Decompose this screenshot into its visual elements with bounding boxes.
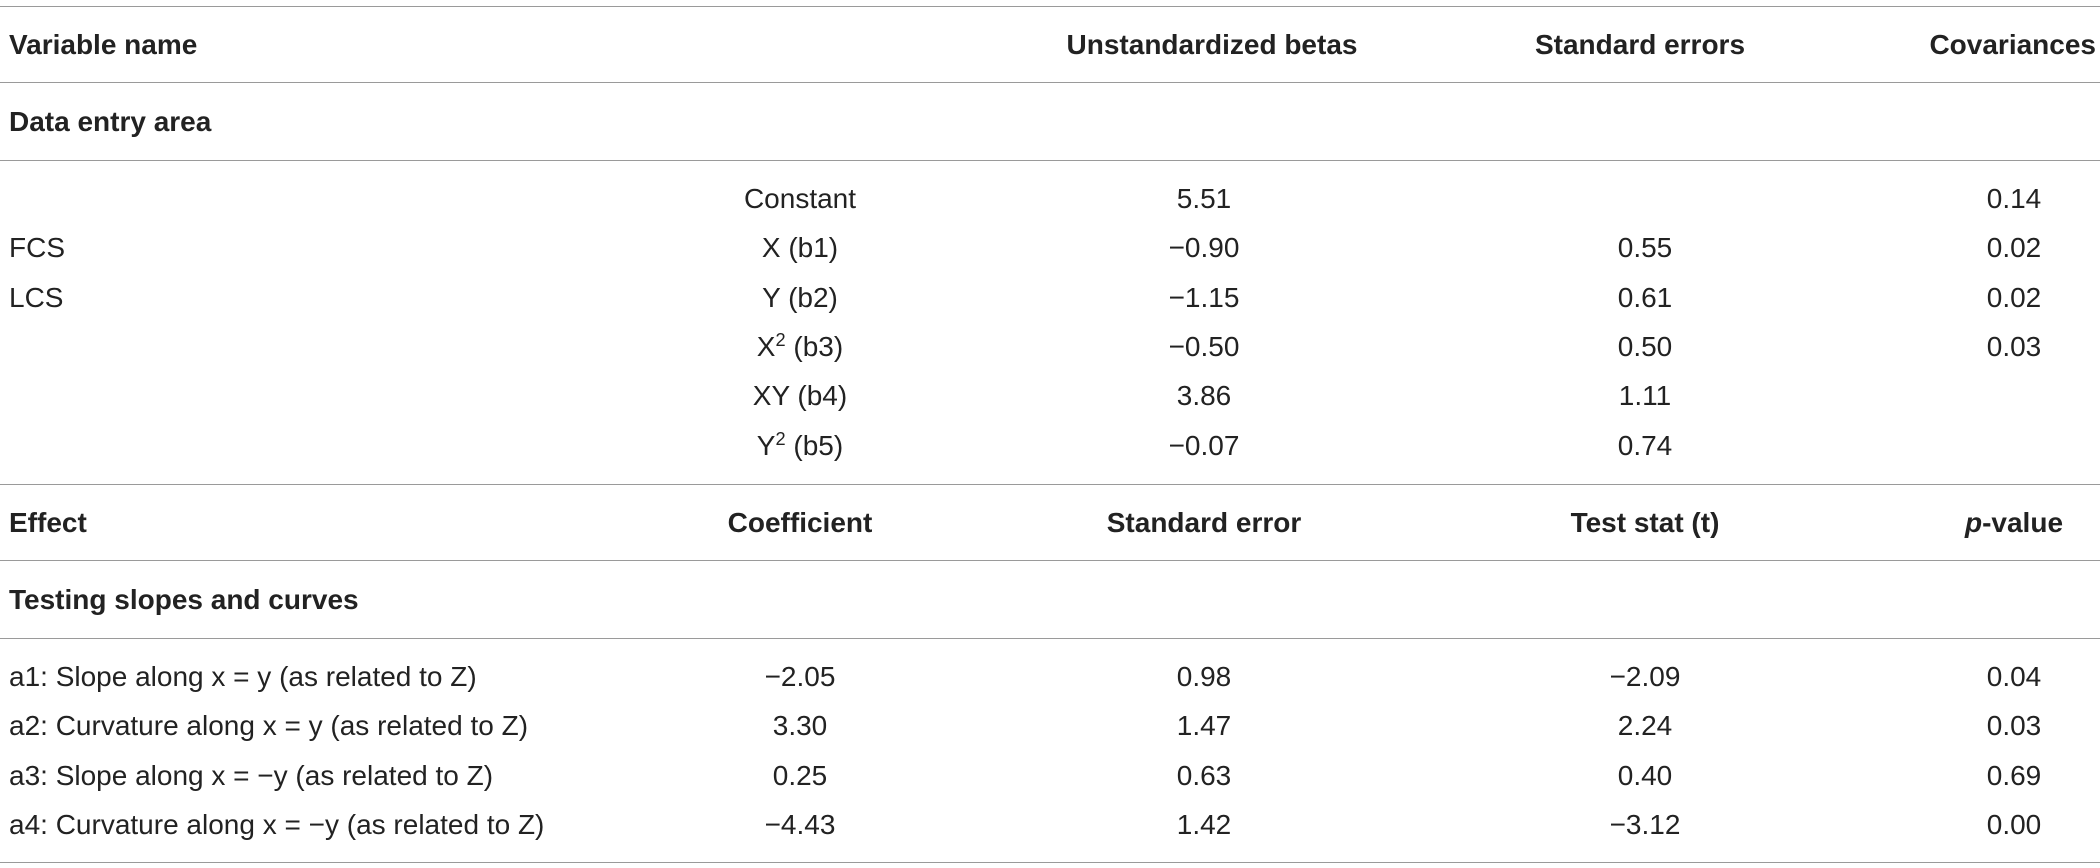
table-row: FCS X (b1) −0.90 0.55 0.02 bbox=[0, 223, 2100, 273]
row-term-base: Y bbox=[756, 429, 776, 461]
row-beta: −1.15 bbox=[1168, 281, 1240, 313]
row-standard-error: 0.74 bbox=[1617, 429, 1673, 461]
row-test-stat: 2.24 bbox=[1617, 710, 1673, 742]
row-beta: 3.86 bbox=[1176, 380, 1232, 412]
row-test-stat: 0.40 bbox=[1617, 759, 1673, 791]
header-standard-errors: Standard errors bbox=[1534, 29, 1746, 60]
row-term: Constant bbox=[744, 174, 856, 224]
table-row: Constant 5.51 0.14 bbox=[0, 174, 2100, 224]
row-term-base: X bbox=[756, 330, 776, 362]
row-standard-error: 0.55 bbox=[1617, 232, 1673, 264]
row-term-base: Constant bbox=[743, 183, 857, 214]
row-coefficient: −2.05 bbox=[764, 661, 836, 692]
table-row: LCS Y (b2) −1.15 0.61 0.02 bbox=[0, 273, 2100, 323]
table-top-rule bbox=[0, 6, 2100, 7]
row-standard-error: 0.61 bbox=[1617, 281, 1673, 313]
section-divider-2 bbox=[0, 638, 2100, 639]
p-italic: p bbox=[1964, 507, 1983, 538]
effect-header-divider bbox=[0, 560, 2100, 561]
row-p-value: 0.00 bbox=[1986, 808, 2042, 840]
row-effect: a4: Curvature along x = −y (as related t… bbox=[9, 808, 545, 840]
row-term-superscript: 2 bbox=[775, 329, 786, 350]
row-term-base: XY (b4) bbox=[752, 380, 848, 412]
mid-table-rule bbox=[0, 484, 2100, 485]
row-standard-error: 1.42 bbox=[1176, 808, 1232, 840]
row-effect: a2: Curvature along x = y (as related to… bbox=[9, 710, 529, 742]
row-term-suffix: (b5) bbox=[785, 429, 844, 461]
table-row: Y2 (b5) −0.07 0.74 bbox=[0, 421, 2100, 471]
section-title-row: Data entry area bbox=[0, 97, 2100, 147]
row-test-stat: −3.12 bbox=[1609, 808, 1681, 840]
header-test-stat: Test stat (t) bbox=[1570, 507, 1720, 538]
effect-header-row: Effect Coefficient Standard error Test s… bbox=[0, 498, 2100, 548]
row-coefficient: −4.43 bbox=[764, 808, 836, 840]
header-coefficient: Coefficient bbox=[727, 507, 873, 538]
section-divider bbox=[0, 160, 2100, 161]
row-covariance: 0.14 bbox=[1986, 183, 2042, 214]
row-effect: a3: Slope along x = −y (as related to Z) bbox=[9, 759, 494, 791]
row-standard-error: 0.50 bbox=[1617, 330, 1673, 362]
table-row: XY (b4) 3.86 1.11 bbox=[0, 371, 2100, 421]
table-row: a1: Slope along x = y (as related to Z) −… bbox=[0, 652, 2100, 702]
table-bottom-rule bbox=[0, 862, 2100, 863]
row-standard-error: 1.47 bbox=[1176, 710, 1232, 742]
header-effect: Effect bbox=[9, 507, 87, 538]
row-standard-error: 1.11 bbox=[1618, 380, 1672, 412]
header-unstandardized-betas: Unstandardized betas bbox=[1066, 29, 1358, 60]
header-divider bbox=[0, 82, 2100, 83]
row-term: Y2 (b5) bbox=[757, 421, 843, 471]
row-term: X (b1) bbox=[762, 223, 838, 273]
section-title-data-entry: Data entry area bbox=[9, 106, 212, 137]
row-test-stat: −2.09 bbox=[1609, 661, 1681, 692]
table-header-row: Variable name Unstandardized betas Stand… bbox=[0, 20, 2100, 70]
p-rest: -value bbox=[1982, 507, 2064, 538]
row-covariance: 0.02 bbox=[1986, 281, 2042, 313]
row-beta: 5.51 bbox=[1176, 183, 1232, 214]
row-beta: −0.50 bbox=[1168, 330, 1240, 362]
row-p-value: 0.69 bbox=[1986, 759, 2042, 791]
row-term-base: X (b1) bbox=[761, 232, 839, 264]
row-term: Y (b2) bbox=[762, 273, 838, 323]
header-standard-error: Standard error bbox=[1106, 507, 1302, 538]
row-term-base: Y (b2) bbox=[762, 281, 838, 313]
row-term: X2 (b3) bbox=[757, 322, 843, 372]
table-row: a2: Curvature along x = y (as related to… bbox=[0, 701, 2100, 751]
row-group-label: FCS bbox=[9, 232, 65, 264]
row-group-label: LCS bbox=[9, 281, 64, 313]
header-variable-name: Variable name bbox=[9, 29, 198, 60]
row-term-superscript: 2 bbox=[775, 428, 786, 449]
row-beta: −0.07 bbox=[1168, 429, 1240, 461]
section-title-testing-slopes: Testing slopes and curves bbox=[9, 584, 359, 615]
header-p-value: p-value bbox=[1965, 498, 2063, 548]
row-p-value: 0.03 bbox=[1986, 710, 2042, 742]
row-standard-error: 0.63 bbox=[1176, 759, 1232, 791]
row-coefficient: 3.30 bbox=[772, 710, 828, 742]
row-coefficient: 0.25 bbox=[772, 759, 828, 791]
table-row: a4: Curvature along x = −y (as related t… bbox=[0, 800, 2100, 850]
row-term-suffix: (b3) bbox=[785, 330, 844, 362]
row-covariance: 0.03 bbox=[1986, 330, 2042, 362]
section-title-row-2: Testing slopes and curves bbox=[0, 575, 2100, 625]
row-effect: a1: Slope along x = y (as related to Z) bbox=[9, 661, 477, 692]
table-row: X2 (b3) −0.50 0.50 0.03 bbox=[0, 322, 2100, 372]
row-standard-error: 0.98 bbox=[1176, 661, 1232, 692]
row-term: XY (b4) bbox=[753, 371, 847, 421]
row-p-value: 0.04 bbox=[1986, 661, 2042, 692]
row-beta: −0.90 bbox=[1168, 232, 1240, 264]
table-row: a3: Slope along x = −y (as related to Z)… bbox=[0, 751, 2100, 801]
header-covariances: Covariances bbox=[1929, 29, 2096, 60]
row-covariance: 0.02 bbox=[1986, 232, 2042, 264]
